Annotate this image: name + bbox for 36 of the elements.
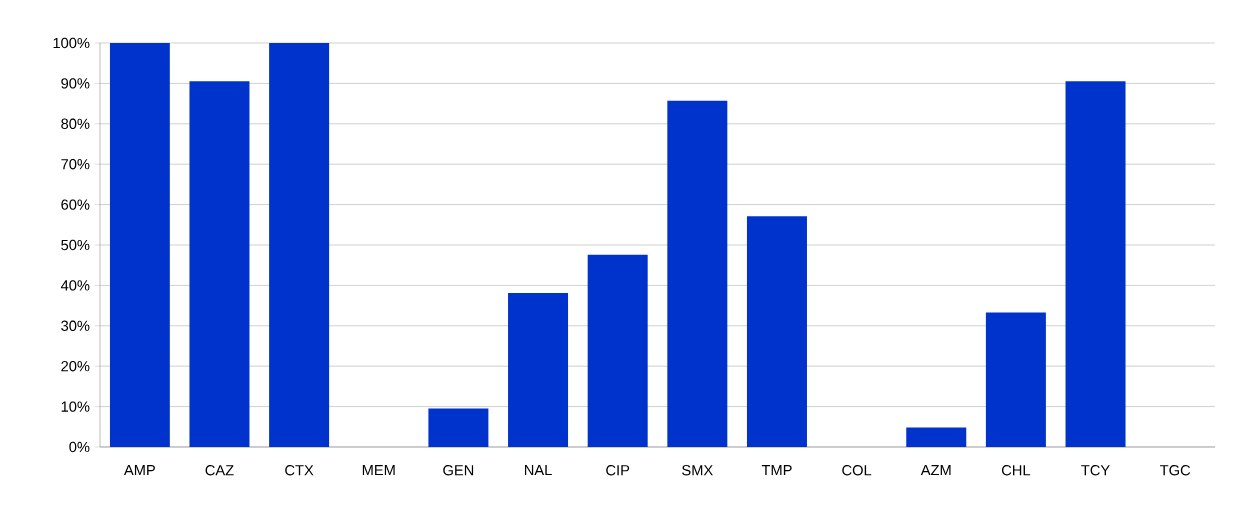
x-tick-label: AMP (123, 465, 155, 476)
y-tick-label: 20% (61, 361, 90, 372)
bar (985, 312, 1046, 447)
y-tick-label: 80% (61, 118, 90, 129)
x-tick-label: TGC (1160, 465, 1191, 476)
y-tick-label: 60% (61, 199, 90, 210)
x-tick-label: COL (842, 465, 872, 476)
x-tick-label: CTX (285, 465, 314, 476)
y-tick-label: 10% (61, 401, 90, 412)
y-tick-label: 90% (61, 78, 90, 89)
x-tick-label: CAZ (205, 465, 234, 476)
x-tick-label: CIP (606, 465, 630, 476)
x-tick-label: GEN (443, 465, 474, 476)
y-tick-label: 50% (61, 239, 90, 251)
bar (189, 81, 250, 447)
x-tick-label: SMX (682, 465, 713, 476)
x-tick-label: NAL (524, 465, 552, 476)
bar (508, 293, 569, 447)
y-tick-label: 40% (60, 280, 90, 291)
y-tick-label: 100% (53, 37, 90, 49)
x-tick-label: CHL (1001, 465, 1031, 476)
y-tick-label: 0% (69, 441, 90, 453)
x-tick-label: TMP (761, 465, 792, 476)
bar (1065, 81, 1126, 447)
y-tick-label: 70% (61, 159, 90, 170)
bar (906, 427, 967, 447)
bar (667, 100, 728, 447)
bar (269, 42, 330, 447)
x-tick-label: TCY (1081, 465, 1110, 476)
bar (109, 42, 170, 447)
y-tick-label: 30% (61, 320, 90, 331)
bar (428, 408, 489, 447)
bar (746, 216, 807, 447)
bar (587, 254, 648, 447)
x-tick-label: MEM (362, 465, 395, 476)
x-tick-label: AZM (920, 465, 951, 476)
